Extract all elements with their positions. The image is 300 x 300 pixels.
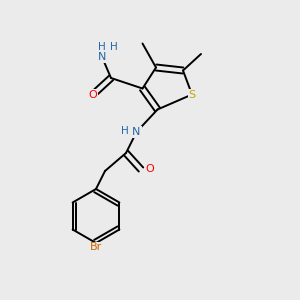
- Text: N: N: [98, 52, 106, 62]
- Text: Br: Br: [90, 242, 102, 253]
- Text: O: O: [146, 164, 154, 175]
- Text: O: O: [88, 89, 98, 100]
- Text: S: S: [188, 89, 196, 100]
- Text: H: H: [121, 125, 129, 136]
- Text: N: N: [132, 127, 141, 137]
- Text: H: H: [98, 41, 106, 52]
- Text: H: H: [110, 41, 117, 52]
